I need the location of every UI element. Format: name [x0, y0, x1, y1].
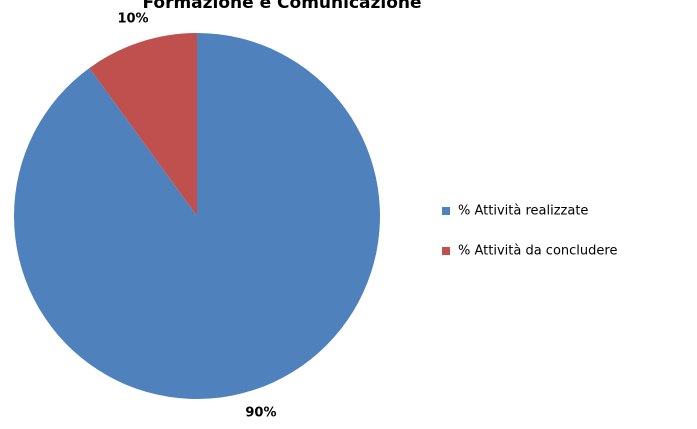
value-label: 90% [245, 405, 276, 420]
legend-swatch [442, 207, 450, 215]
chart-title: Formazione e Comunicazione [142, 0, 421, 13]
legend-label: % Attività da concludere [458, 244, 617, 259]
legend-label: % Attività realizzate [458, 204, 588, 219]
pie-slice [13, 33, 380, 399]
pie-slice [89, 33, 197, 216]
legend-swatch [442, 247, 450, 255]
value-label: 10% [117, 12, 148, 27]
